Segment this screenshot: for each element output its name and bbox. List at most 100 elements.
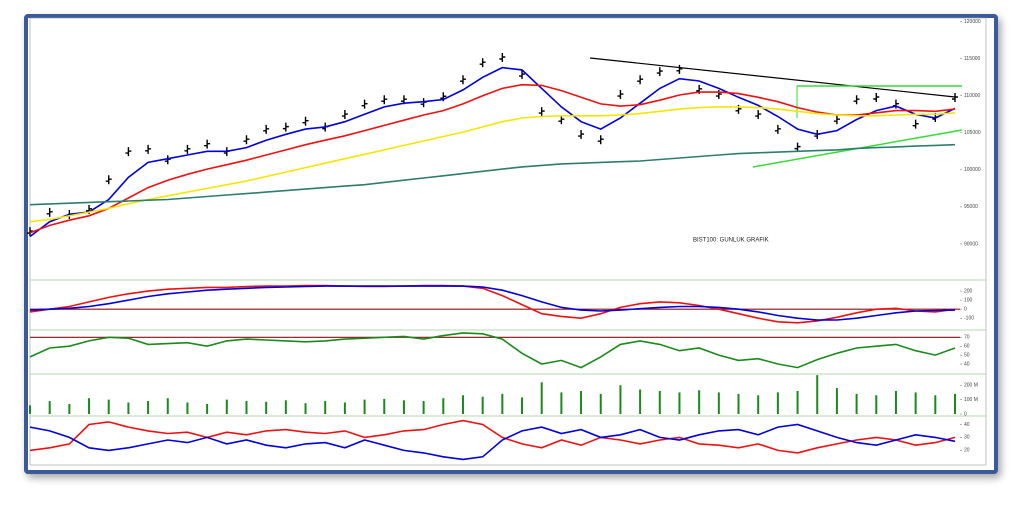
volume-bar: [206, 403, 209, 414]
price-bar: [873, 93, 880, 102]
y-tick-label: 40: [964, 422, 970, 428]
price-bar: [578, 130, 585, 140]
volume-bar: [914, 392, 917, 414]
trend-line: [589, 57, 956, 98]
y-tick-label: -100: [964, 316, 974, 322]
price-bar: [912, 119, 919, 129]
price-bar: [479, 58, 486, 68]
series-line: [29, 66, 956, 238]
y-tick-label: 30: [964, 435, 970, 441]
volume-bar: [363, 399, 366, 414]
volume-bar: [461, 395, 464, 414]
volume-bar: [599, 393, 602, 414]
y-tick-label: 0: [964, 306, 967, 312]
annotation: BIST100: GUNLUK GRAFIK: [693, 238, 769, 244]
volume-bar: [698, 390, 701, 414]
price-bar: [637, 75, 644, 85]
volume-bar: [639, 389, 642, 414]
volume-bar: [717, 392, 720, 414]
volume-bar: [954, 393, 956, 414]
volume-bar: [580, 390, 583, 414]
volume-bar: [560, 392, 563, 414]
price-bar: [794, 142, 801, 152]
price-bar: [459, 75, 466, 85]
plot-border: [29, 17, 987, 466]
volume-bar: [304, 403, 307, 414]
volume-bar: [245, 401, 248, 414]
series-line: [29, 419, 956, 454]
volume-bar: [442, 398, 445, 414]
volume-bar: [402, 400, 405, 414]
y-tick-label: 95000: [964, 204, 978, 210]
price-bar: [282, 122, 289, 132]
volume-bar: [265, 401, 268, 414]
y-tick-label: 20: [964, 448, 970, 454]
volume-bar: [540, 382, 543, 414]
volume-bar: [481, 396, 484, 414]
volume-bar: [107, 399, 110, 414]
price-bar: [243, 135, 250, 145]
price-bar: [105, 175, 112, 185]
series-line: [29, 423, 956, 461]
volume-bar: [225, 399, 228, 414]
volume-bar: [875, 395, 878, 414]
price-bar: [420, 98, 427, 108]
y-tick-label: 100000: [964, 167, 981, 173]
y-tick-label: 100: [964, 297, 973, 303]
price-bar: [853, 95, 860, 105]
volume-bar: [737, 393, 740, 414]
volume-bar: [284, 400, 287, 414]
y-tick-label: 200 M: [964, 383, 978, 389]
volume-bar: [324, 401, 327, 414]
volume-bar: [48, 401, 51, 414]
series-line: [29, 83, 956, 234]
volume-bar: [816, 375, 819, 414]
volume-bar: [757, 395, 760, 414]
price-bar: [361, 99, 368, 109]
price-bar: [656, 67, 663, 77]
price-bar: [833, 115, 840, 125]
volume-bar: [29, 405, 31, 414]
price-bar: [46, 207, 53, 217]
volume-bar: [776, 392, 779, 414]
series-line: [29, 332, 956, 369]
volume-bar: [127, 402, 130, 414]
price-bar: [558, 115, 565, 125]
price-bar: [381, 95, 388, 105]
series-line: [29, 106, 956, 223]
price-bar: [519, 70, 526, 80]
y-tick-label: 0: [964, 411, 967, 417]
price-bar: [774, 124, 781, 134]
y-tick-label: 50: [964, 352, 970, 358]
y-tick-label: 115000: [964, 56, 981, 62]
y-tick-label: 90000: [964, 241, 978, 247]
price-bar: [538, 107, 545, 117]
price-bar: [145, 144, 152, 154]
volume-bar: [422, 401, 425, 414]
volume-bar: [658, 390, 661, 414]
volume-bar: [343, 402, 346, 414]
volume-bar: [855, 393, 858, 414]
volume-bar: [934, 395, 937, 414]
price-bar: [341, 110, 348, 120]
volume-bar: [383, 398, 386, 414]
y-tick-label: 40: [964, 361, 970, 367]
y-tick-label: 100 M: [964, 397, 978, 403]
series-line: [29, 143, 956, 206]
price-bar: [952, 93, 958, 102]
price-bar: [499, 53, 506, 62]
chart-frame: [24, 14, 998, 474]
price-bar: [263, 124, 270, 134]
volume-bar: [88, 398, 91, 414]
price-bar: [755, 110, 762, 120]
volume-bar: [835, 388, 838, 414]
volume-bar: [521, 397, 524, 414]
y-tick-label: 60: [964, 344, 970, 350]
price-bar: [125, 147, 132, 157]
price-bar: [204, 139, 211, 149]
y-tick-label: 105000: [964, 130, 981, 136]
y-tick-label: 110000: [964, 93, 981, 99]
volume-bar: [678, 392, 681, 414]
series-line: [29, 285, 956, 321]
